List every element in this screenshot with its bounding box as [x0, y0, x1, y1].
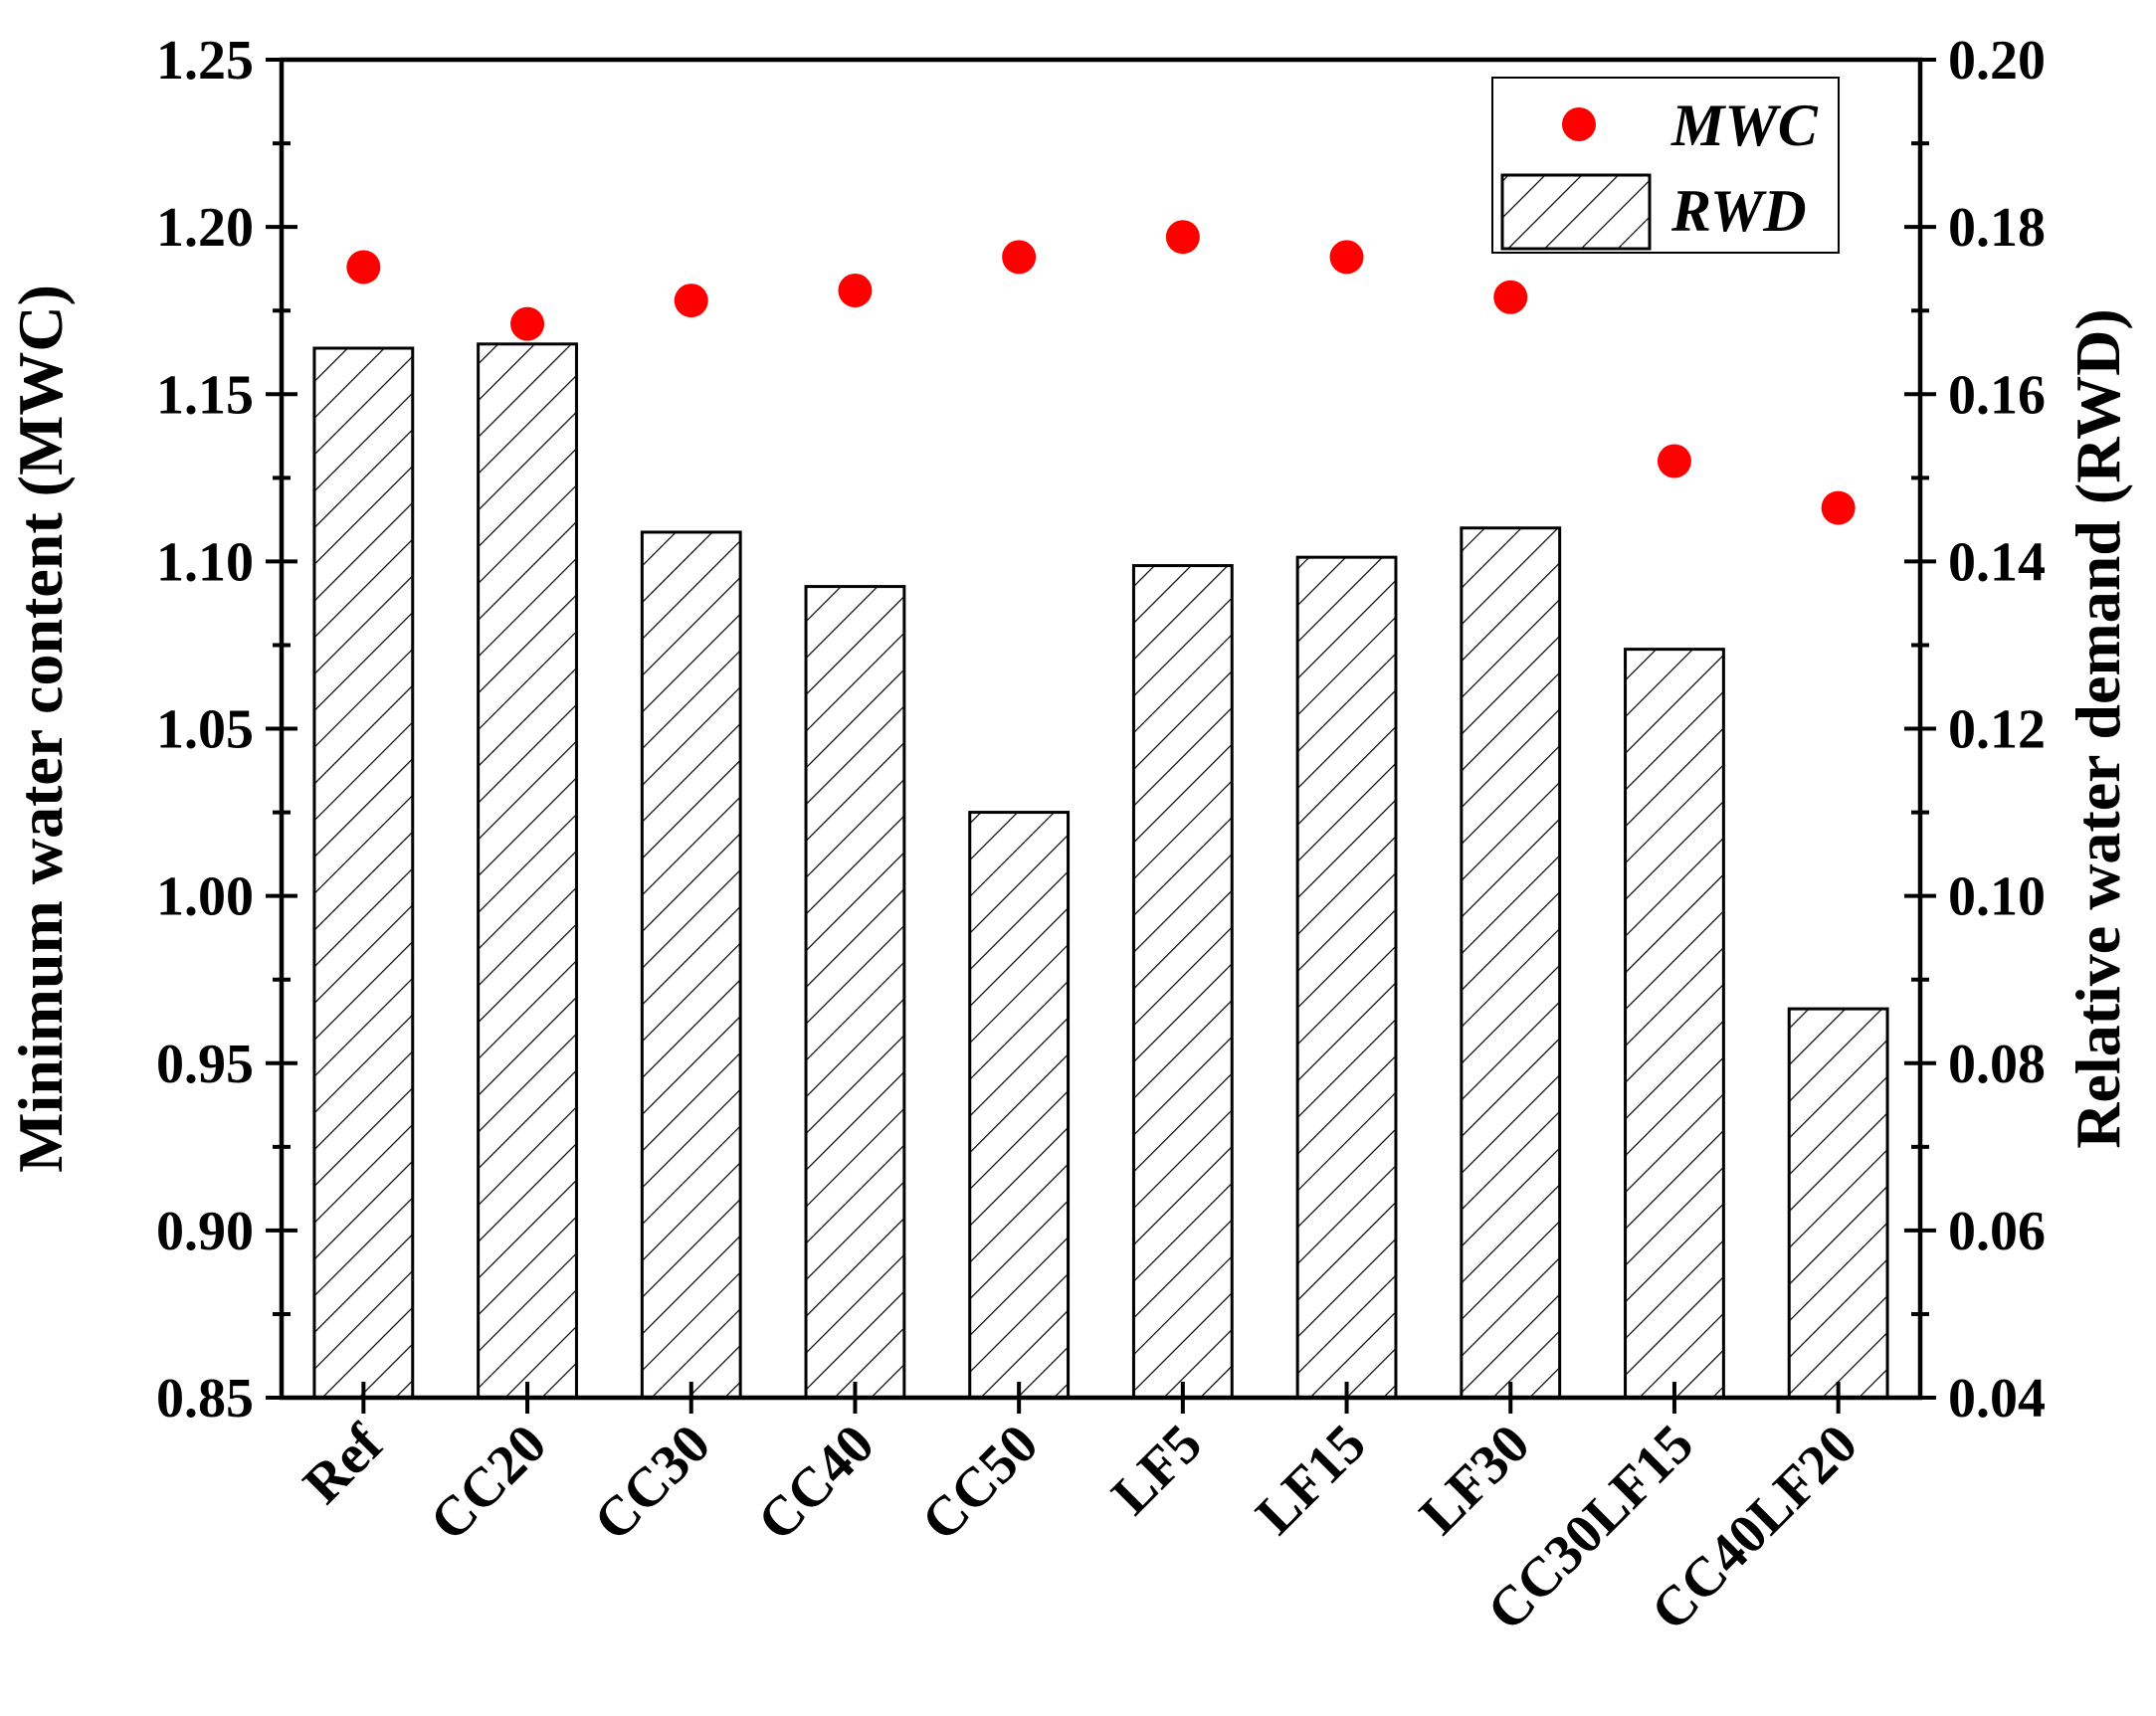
left-y-tick-label: 1.00 — [156, 866, 254, 928]
rwd-bar-cc40lf20 — [1787, 1007, 1889, 1400]
rwd-bar-cc30 — [640, 530, 742, 1400]
left-y-tick-label: 1.10 — [156, 531, 254, 593]
left-y-axis-title: Minimum water content (MWC) — [5, 285, 76, 1173]
rwd-bar-lf30 — [1460, 526, 1562, 1400]
left-y-tick-label: 0.95 — [156, 1034, 254, 1095]
axes — [266, 57, 1936, 1414]
right-y-tick-label: 0.12 — [1948, 699, 2046, 761]
x-category-label: CC30 — [582, 1413, 722, 1553]
left-y-tick-label: 0.85 — [156, 1368, 254, 1430]
mwc-point-cc30lf15 — [1657, 444, 1691, 478]
mwc-markers — [346, 220, 1856, 525]
right-y-tick-label: 0.10 — [1948, 866, 2046, 928]
mwc-point-cc50 — [1002, 240, 1037, 275]
rwd-bars — [312, 342, 1889, 1400]
rwd-bar-lf5 — [1131, 564, 1234, 1400]
mwc-point-cc30 — [674, 284, 708, 318]
x-category-label: LF15 — [1245, 1413, 1378, 1546]
x-category-label: LF5 — [1100, 1413, 1214, 1526]
rwd-bar-cc30lf15 — [1624, 648, 1725, 1400]
right-y-tick-label: 0.18 — [1948, 197, 2046, 259]
right-y-tick-label: 0.08 — [1948, 1034, 2046, 1095]
mwc-point-lf5 — [1165, 220, 1200, 255]
rwd-bar-lf15 — [1295, 555, 1398, 1400]
mwc-point-lf30 — [1493, 280, 1528, 314]
right-y-tick-label: 0.06 — [1948, 1201, 2046, 1262]
x-category-label: CC40 — [746, 1413, 886, 1553]
right-y-tick-label: 0.04 — [1948, 1368, 2046, 1430]
x-category-label: Ref — [292, 1412, 395, 1515]
rwd-bar-cc40 — [804, 585, 906, 1400]
x-category-label: CC20 — [419, 1413, 559, 1553]
x-category-label: CC50 — [910, 1413, 1051, 1553]
x-category-label: LF30 — [1408, 1413, 1541, 1546]
right-y-tick-label: 0.20 — [1948, 30, 2046, 92]
left-y-tick-label: 1.25 — [156, 30, 254, 92]
rwd-bar-cc50 — [968, 811, 1071, 1400]
mwc-point-cc20 — [510, 306, 545, 341]
legend-rwd-label: RWD — [1670, 178, 1807, 244]
legend-mwc-label: MWC — [1670, 93, 1819, 158]
legend-rwd-swatch — [1500, 173, 1652, 251]
right-y-tick-label: 0.14 — [1948, 531, 2046, 593]
mwc-point-ref — [346, 250, 381, 285]
right-y-axis-title: Relative water demand (RWD) — [2062, 308, 2133, 1148]
legend-mwc-marker — [1562, 107, 1596, 141]
left-y-tick-label: 1.20 — [156, 197, 254, 259]
mwc-point-cc40lf20 — [1821, 490, 1856, 525]
rwd-bar-cc20 — [477, 342, 578, 1400]
left-y-tick-label: 1.05 — [156, 699, 254, 761]
rwd-bar-ref — [312, 346, 415, 1400]
right-y-tick-label: 0.16 — [1948, 364, 2046, 426]
mwc-point-lf15 — [1329, 240, 1364, 275]
mwc-point-cc40 — [838, 274, 873, 308]
left-y-tick-label: 0.90 — [156, 1201, 254, 1262]
left-y-tick-label: 1.15 — [156, 364, 254, 426]
legend: MWC RWD — [1491, 77, 1840, 254]
